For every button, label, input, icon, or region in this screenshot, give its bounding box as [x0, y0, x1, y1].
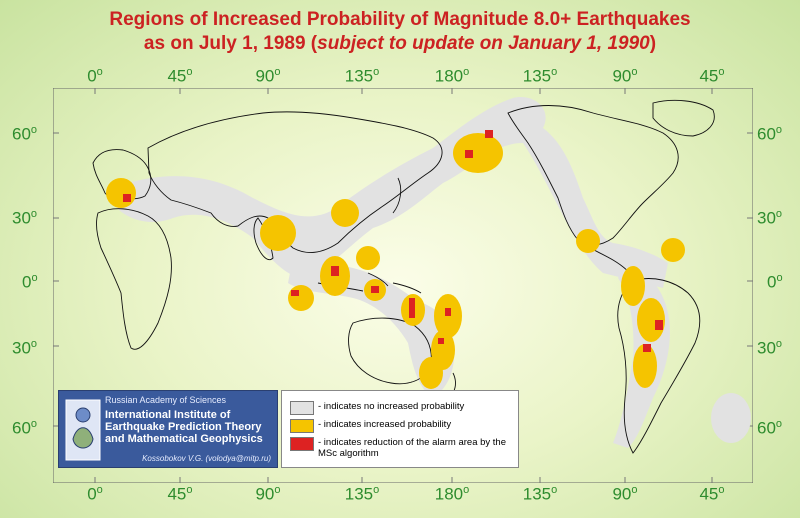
- yellow-zone-caribbean: [661, 238, 685, 262]
- red-zone-new-hebrides: [409, 298, 415, 318]
- yellow-zone-new-zealand: [419, 357, 443, 389]
- red-zones: [123, 130, 663, 352]
- graticule-ticks: [53, 88, 753, 483]
- yellow-zone-peru-chile: [637, 298, 665, 342]
- red-zone-tonga: [445, 308, 451, 316]
- top-longitude-label: 180o: [434, 66, 470, 86]
- right-latitude-label: 60o: [757, 124, 783, 144]
- institute-name: International Institute of Earthquake Pr…: [105, 409, 263, 445]
- gray-zone-scotia: [711, 393, 751, 443]
- left-latitude-label: 60o: [12, 418, 38, 438]
- coast-south-america: [617, 278, 701, 454]
- yellow-zone-bay-of-bengal: [260, 215, 296, 251]
- yellow-zone-sumatra: [288, 285, 314, 311]
- top-longitude-label: 45o: [167, 66, 193, 86]
- coast-africa: [96, 208, 172, 350]
- red-zone-philippines: [331, 266, 339, 276]
- bottom-longitude-label: 0o: [87, 484, 103, 504]
- left-latitude-label: 0o: [22, 272, 38, 292]
- legend-swatch-gray: [290, 401, 314, 415]
- left-latitude-label: 60o: [12, 124, 38, 144]
- bottom-longitude-label: 135o: [344, 484, 380, 504]
- yellow-zones: [106, 133, 685, 389]
- red-zone-sumatra: [291, 290, 299, 296]
- red-zone-peru-chile: [655, 320, 663, 330]
- coast-greenland: [652, 99, 715, 137]
- right-latitude-label: 60o: [757, 418, 783, 438]
- red-zone-chile: [643, 344, 651, 352]
- coast-europe: [92, 149, 152, 202]
- yellow-zone-central-chile: [633, 344, 657, 388]
- bottom-longitude-label: 90o: [612, 484, 638, 504]
- yellow-zone-mediterranean: [106, 178, 136, 208]
- bottom-longitude-label: 135o: [522, 484, 558, 504]
- map-legend: - indicates no increased probability - i…: [281, 390, 519, 468]
- top-longitude-label: 135o: [522, 66, 558, 86]
- bottom-longitude-label: 90o: [255, 484, 281, 504]
- right-latitude-label: 30o: [757, 338, 783, 358]
- coast-japan: [392, 177, 402, 214]
- top-longitude-label: 90o: [255, 66, 281, 86]
- institute-info-box: Russian Academy of Sciences Internationa…: [58, 390, 278, 468]
- world-map: [53, 88, 753, 483]
- institute-logo: [65, 399, 101, 461]
- map-title-line-2: as on July 1, 1989 (subject to update on…: [143, 33, 657, 54]
- top-longitude-label: 45o: [699, 66, 725, 86]
- bottom-longitude-label: 45o: [167, 484, 193, 504]
- coast-north-america: [507, 105, 679, 246]
- legend-swatch-yellow: [290, 419, 314, 433]
- red-zone-banda: [371, 286, 379, 293]
- legend-swatch-red: [290, 437, 314, 451]
- red-zone-alaska-west: [465, 150, 473, 158]
- red-zone-kermadec: [438, 338, 444, 344]
- red-zone-mediterranean: [123, 194, 131, 202]
- red-zone-alaska-east: [485, 130, 493, 138]
- yellow-zone-mariana: [356, 246, 380, 270]
- bottom-longitude-label: 45o: [699, 484, 725, 504]
- coast-asia: [147, 111, 443, 254]
- yellow-zone-japan: [331, 199, 359, 227]
- author-credit: Kossobokov V.G. (volodya@mitp.ru): [142, 454, 271, 463]
- top-longitude-label: 90o: [612, 66, 638, 86]
- left-latitude-label: 30o: [12, 208, 38, 228]
- yellow-zone-ecuador-peru: [621, 266, 645, 306]
- top-longitude-label: 135o: [344, 66, 380, 86]
- left-latitude-label: 30o: [12, 338, 38, 358]
- bottom-longitude-label: 180o: [434, 484, 470, 504]
- yellow-zone-central-mexico: [576, 229, 600, 253]
- yellow-zone-alaska: [453, 133, 503, 173]
- top-longitude-label: 0o: [87, 66, 103, 86]
- map-title-line-1: Regions of Increased Probability of Magn…: [109, 9, 691, 30]
- academy-name: Russian Academy of Sciences: [105, 395, 227, 405]
- right-latitude-label: 30o: [757, 208, 783, 228]
- right-latitude-label: 0o: [767, 272, 783, 292]
- gray-zone-circum-pacific-north: [113, 97, 668, 288]
